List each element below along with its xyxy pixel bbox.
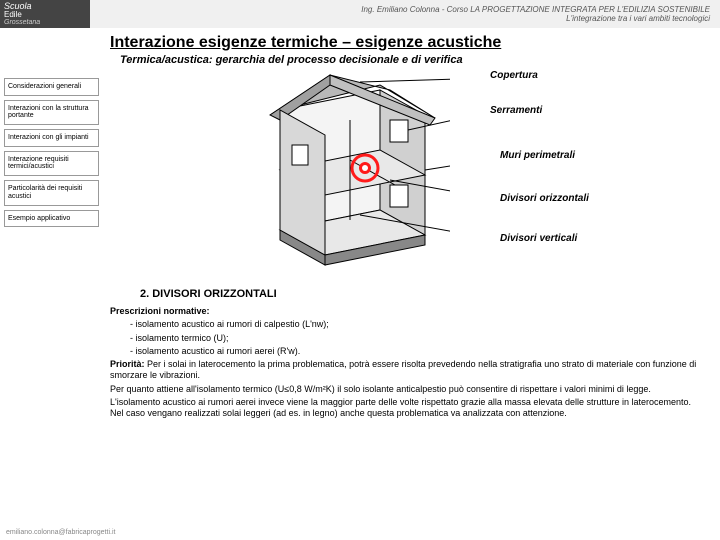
footer-email: emiliano.colonna@fabricaprogetti.it — [6, 529, 115, 536]
house-svg — [210, 70, 450, 270]
pres-item: - isolamento acustico ai rumori di calpe… — [110, 319, 700, 330]
prio-header: Priorità: — [110, 359, 145, 369]
sidebar-item[interactable]: Interazioni con la struttura portante — [4, 100, 99, 125]
house-diagram: Copertura Serramenti Muri perimetrali Di… — [160, 70, 610, 280]
header-line2: L'integrazione tra i vari ambiti tecnolo… — [90, 14, 710, 23]
pres-item: - isolamento termico (U); — [110, 333, 700, 344]
content-area: Copertura Serramenti Muri perimetrali Di… — [110, 70, 710, 421]
prio-text: Per i solai in laterocemento la prima pr… — [110, 359, 696, 380]
page-subtitle: Termica/acustica: gerarchia del processo… — [120, 54, 720, 66]
sidebar-item[interactable]: Particolarità dei requisiti acustici — [4, 180, 99, 205]
label-div-vert: Divisori verticali — [500, 233, 577, 244]
body-text: Prescrizioni normative: - isolamento acu… — [110, 306, 710, 419]
label-div-orizz: Divisori orizzontali — [500, 193, 589, 204]
label-muri: Muri perimetrali — [500, 150, 575, 161]
section-heading: 2. DIVISORI ORIZZONTALI — [140, 288, 710, 300]
header-line1: Ing. Emiliano Colonna - Corso LA PROGETT… — [90, 5, 710, 14]
logo-line3: Grossetana — [4, 19, 90, 26]
header-bar: Scuola Edile Grossetana Ing. Emiliano Co… — [0, 0, 720, 28]
label-serramenti: Serramenti — [490, 105, 542, 116]
body-p2: Per quanto attiene all'isolamento termic… — [110, 384, 700, 395]
sidebar-item[interactable]: Interazione requisiti termici/acustici — [4, 151, 99, 176]
header-right: Ing. Emiliano Colonna - Corso LA PROGETT… — [90, 5, 720, 23]
pres-item: - isolamento acustico ai rumori aerei (R… — [110, 346, 700, 357]
sidebar: Considerazioni generali Interazioni con … — [4, 78, 99, 231]
page-title: Interazione esigenze termiche – esigenze… — [110, 34, 720, 52]
logo-line2: Edile — [4, 11, 90, 19]
sidebar-item[interactable]: Esempio applicativo — [4, 210, 99, 228]
sidebar-item[interactable]: Interazioni con gli impianti — [4, 129, 99, 147]
body-p3: L'isolamento acustico ai rumori aerei in… — [110, 397, 700, 420]
label-copertura: Copertura — [490, 70, 538, 81]
sidebar-item[interactable]: Considerazioni generali — [4, 78, 99, 96]
logo: Scuola Edile Grossetana — [0, 0, 90, 28]
pres-header: Prescrizioni normative: — [110, 306, 210, 316]
